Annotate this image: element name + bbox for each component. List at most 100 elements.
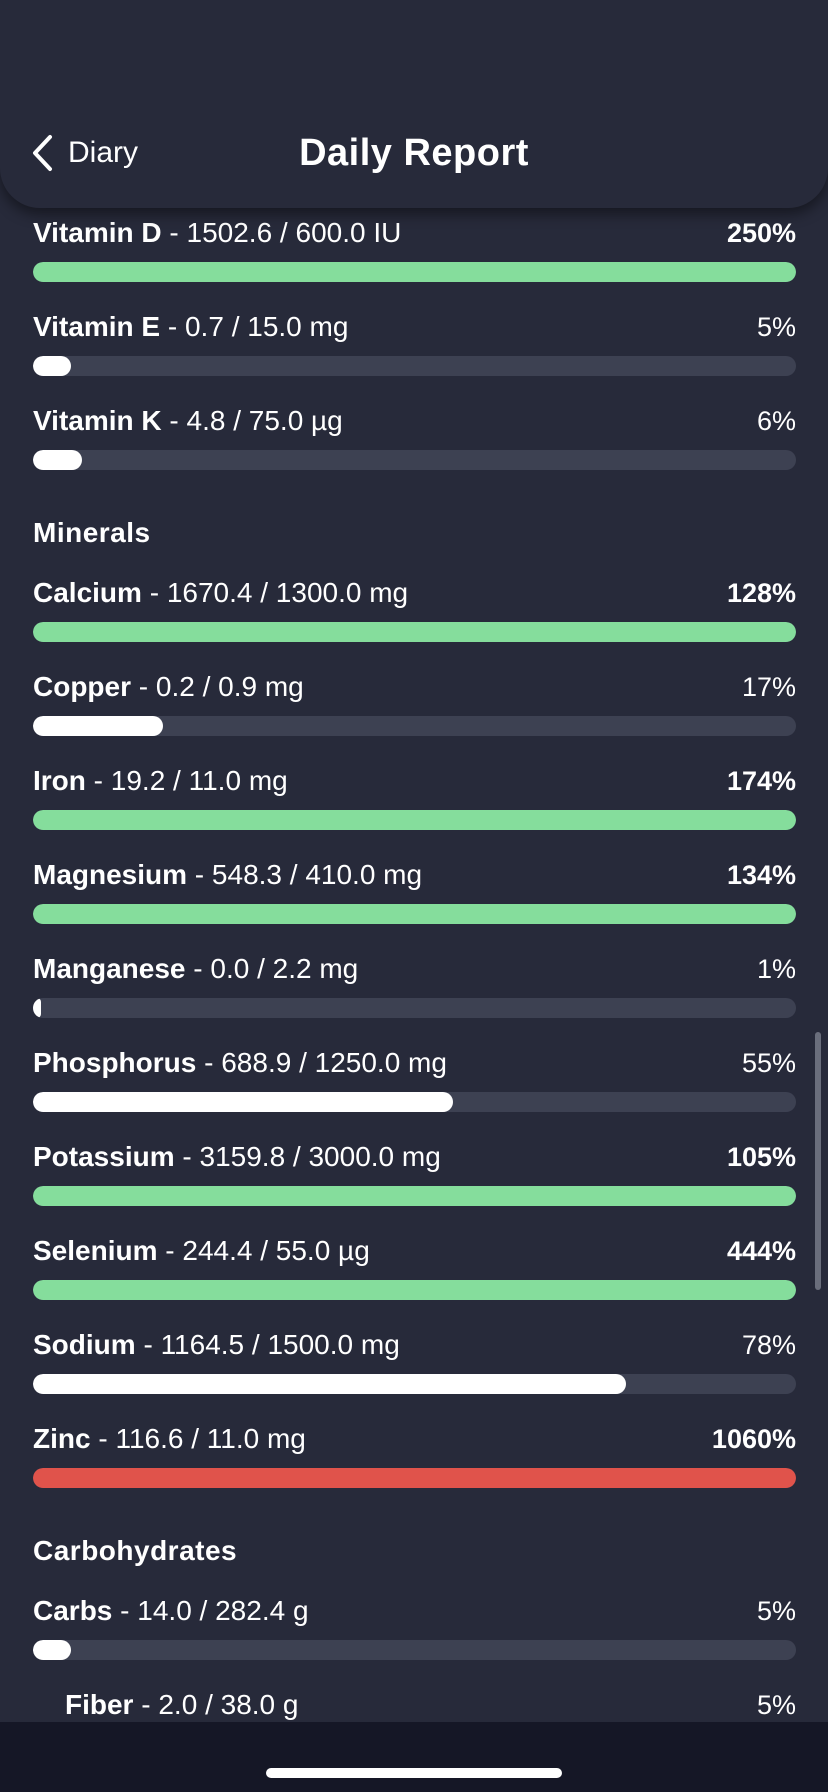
scrollbar-thumb[interactable] — [815, 1032, 821, 1290]
nutrient-label: Manganese - 0.0 / 2.2 mg — [33, 950, 358, 988]
back-button-label: Diary — [68, 136, 139, 169]
nutrient-label: Fiber - 2.0 / 38.0 g — [65, 1686, 298, 1722]
nutrient-amount: 1502.6 / 600.0 IU — [186, 217, 402, 248]
nutrient-row[interactable]: Fiber - 2.0 / 38.0 g 5% — [33, 1686, 796, 1722]
nutrient-row-text: Magnesium - 548.3 / 410.0 mg 134% — [33, 856, 796, 894]
nutrient-label: Vitamin E - 0.7 / 15.0 mg — [33, 308, 348, 346]
nutrient-row-text: Zinc - 116.6 / 11.0 mg 1060% — [33, 1420, 796, 1458]
nutrient-label: Zinc - 116.6 / 11.0 mg — [33, 1420, 306, 1458]
nutrient-row[interactable]: Potassium - 3159.8 / 3000.0 mg 105% — [33, 1138, 796, 1232]
nutrient-percent: 5% — [756, 1596, 796, 1626]
nutrient-separator: - — [85, 765, 111, 796]
nutrient-amount: 548.3 / 410.0 mg — [211, 859, 423, 890]
vitamins-group: Vitamin D - 1502.6 / 600.0 IU 250% Vitamin… — [33, 214, 796, 496]
nutrient-separator: - — [135, 1329, 161, 1360]
nutrient-name: Manganese — [33, 953, 186, 984]
home-indicator-area — [0, 1722, 828, 1792]
home-indicator[interactable] — [266, 1768, 562, 1778]
progress-bar — [33, 356, 796, 376]
nutrient-amount: 14.0 / 282.4 g — [137, 1595, 309, 1626]
progress-bar — [33, 622, 796, 642]
nutrient-row-text: Vitamin E - 0.7 / 15.0 mg 5% — [33, 308, 796, 346]
progress-bar — [33, 998, 796, 1018]
progress-bar-fill — [33, 998, 41, 1018]
nutrient-row[interactable]: Zinc - 116.6 / 11.0 mg 1060% — [33, 1420, 796, 1514]
nutrient-amount: 244.4 / 55.0 µg — [182, 1235, 370, 1266]
nutrient-row[interactable]: Magnesium - 548.3 / 410.0 mg 134% — [33, 856, 796, 950]
nutrient-row-text: Copper - 0.2 / 0.9 mg 17% — [33, 668, 796, 706]
nutrient-name: Zinc — [33, 1423, 91, 1454]
nutrient-label: Potassium - 3159.8 / 3000.0 mg — [33, 1138, 441, 1176]
nutrient-row[interactable]: Vitamin E - 0.7 / 15.0 mg 5% — [33, 308, 796, 402]
nutrient-row[interactable]: Manganese - 0.0 / 2.2 mg 1% — [33, 950, 796, 1044]
nutrient-row[interactable]: Selenium - 244.4 / 55.0 µg 444% — [33, 1232, 796, 1326]
nutrient-name: Vitamin D — [33, 217, 162, 248]
nutrient-row[interactable]: Calcium - 1670.4 / 1300.0 mg 128% — [33, 574, 796, 668]
nutrient-amount: 1164.5 / 1500.0 mg — [160, 1329, 400, 1360]
nutrient-row[interactable]: Vitamin D - 1502.6 / 600.0 IU 250% — [33, 214, 796, 308]
nutrient-row[interactable]: Carbs - 14.0 / 282.4 g 5% — [33, 1592, 796, 1686]
nutrient-percent: 5% — [756, 312, 796, 342]
nutrient-row[interactable]: Vitamin K - 4.8 / 75.0 µg 6% — [33, 402, 796, 496]
progress-bar-fill — [33, 716, 163, 736]
nutrient-amount: 688.9 / 1250.0 mg — [221, 1047, 447, 1078]
minerals-group: Calcium - 1670.4 / 1300.0 mg 128% Copper -… — [33, 574, 796, 1514]
nutrient-percent: 444% — [726, 1236, 796, 1266]
nutrient-row-text: Fiber - 2.0 / 38.0 g 5% — [65, 1686, 796, 1722]
nutrient-separator: - — [157, 1235, 183, 1266]
nutrient-separator: - — [133, 1689, 159, 1720]
progress-bar — [33, 1092, 796, 1112]
report-scroll-area[interactable]: Vitamin D - 1502.6 / 600.0 IU 250% Vitamin… — [0, 0, 828, 1722]
carbohydrates-group: Carbs - 14.0 / 282.4 g 5% Fiber - 2.0 / 38… — [33, 1592, 796, 1722]
nutrient-name: Sodium — [33, 1329, 136, 1360]
nutrient-separator: - — [131, 671, 156, 702]
back-button[interactable]: Diary — [30, 128, 138, 178]
progress-bar-fill — [33, 262, 796, 282]
nutrient-name: Selenium — [33, 1235, 158, 1266]
nutrient-amount: 116.6 / 11.0 mg — [115, 1423, 306, 1454]
nutrient-row-text: Vitamin D - 1502.6 / 600.0 IU 250% — [33, 214, 796, 252]
nutrient-amount: 4.8 / 75.0 µg — [186, 405, 343, 436]
nutrient-label: Sodium - 1164.5 / 1500.0 mg — [33, 1326, 400, 1364]
nutrient-percent: 128% — [726, 578, 796, 608]
nutrient-row[interactable]: Phosphorus - 688.9 / 1250.0 mg 55% — [33, 1044, 796, 1138]
progress-bar-fill — [33, 622, 796, 642]
nutrient-separator: - — [185, 953, 211, 984]
nutrient-label: Iron - 19.2 / 11.0 mg — [33, 762, 288, 800]
progress-bar-fill — [33, 1280, 796, 1300]
nutrient-separator: - — [112, 1595, 138, 1626]
nutrient-row-text: Vitamin K - 4.8 / 75.0 µg 6% — [33, 402, 796, 440]
top-navigation-bar: Diary Daily Report — [0, 0, 828, 208]
page-title: Daily Report — [299, 132, 529, 174]
nutrient-percent: 250% — [726, 218, 796, 248]
progress-bar — [33, 1468, 796, 1488]
nutrient-name: Iron — [33, 765, 86, 796]
progress-bar — [33, 1186, 796, 1206]
nutrient-percent: 1060% — [711, 1424, 796, 1454]
nutrient-percent: 105% — [726, 1142, 796, 1172]
nutrient-percent: 174% — [726, 766, 796, 796]
nutrient-row-text: Potassium - 3159.8 / 3000.0 mg 105% — [33, 1138, 796, 1176]
nutrient-percent: 17% — [741, 672, 796, 702]
nutrient-name: Calcium — [33, 577, 142, 608]
progress-bar-fill — [33, 450, 82, 470]
nutrient-amount: 1670.4 / 1300.0 mg — [166, 577, 409, 608]
nutrient-percent: 134% — [726, 860, 796, 890]
nutrient-separator: - — [196, 1047, 222, 1078]
nutrient-row[interactable]: Copper - 0.2 / 0.9 mg 17% — [33, 668, 796, 762]
nutrient-separator: - — [187, 859, 212, 890]
progress-bar — [33, 904, 796, 924]
nutrient-row-text: Carbs - 14.0 / 282.4 g 5% — [33, 1592, 796, 1630]
nutrient-amount: 3159.8 / 3000.0 mg — [199, 1141, 441, 1172]
nutrient-row-text: Sodium - 1164.5 / 1500.0 mg 78% — [33, 1326, 796, 1364]
nutrient-separator: - — [174, 1141, 200, 1172]
nutrient-percent: 78% — [741, 1330, 796, 1360]
nutrient-name: Phosphorus — [33, 1047, 197, 1078]
nutrient-row[interactable]: Iron - 19.2 / 11.0 mg 174% — [33, 762, 796, 856]
nutrient-row[interactable]: Sodium - 1164.5 / 1500.0 mg 78% — [33, 1326, 796, 1420]
nutrient-list: Vitamin D - 1502.6 / 600.0 IU 250% Vitamin… — [33, 214, 796, 1722]
nutrient-name: Fiber — [65, 1689, 134, 1720]
chevron-left-icon — [33, 135, 52, 171]
nutrient-name: Potassium — [33, 1141, 175, 1172]
